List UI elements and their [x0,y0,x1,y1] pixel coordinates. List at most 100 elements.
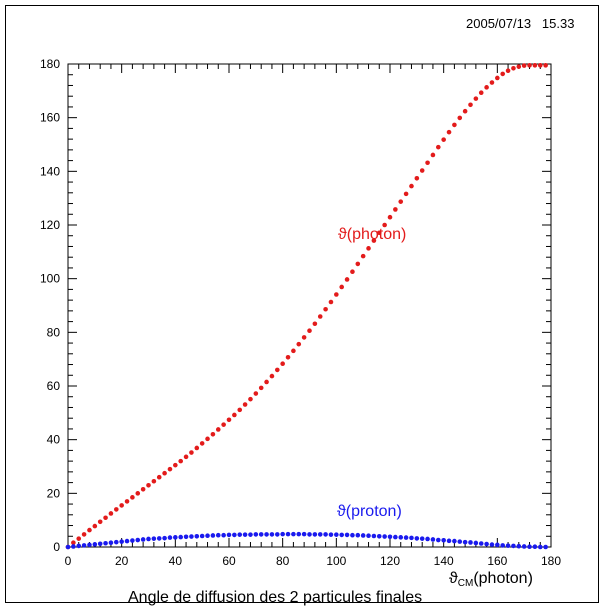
photon-point [156,474,162,480]
proton-point [210,533,216,538]
proton-point [87,542,92,548]
photon-point [199,441,205,446]
photon-point [387,214,393,220]
photon-point [398,199,404,204]
photon-point [162,470,167,476]
proton-point [500,543,506,548]
proton-point [521,544,527,549]
proton-point [114,539,119,545]
y-tick-label: 40 [47,433,61,447]
proton-point [258,532,264,537]
photon-point [511,65,516,71]
proton-point [414,536,420,541]
x-tick-label: 180 [541,554,561,568]
proton-point [199,533,205,539]
x-tick-label: 120 [380,554,400,568]
photon-point [71,540,76,546]
proton-point [296,531,302,537]
photon-point [409,183,414,189]
photon-point [393,207,398,212]
photon-point [280,361,285,367]
photon-point [226,417,232,423]
proton-point [328,532,334,537]
photon-point [473,96,479,101]
proton-point [151,536,157,541]
photon-point [521,63,527,68]
proton-series [65,531,548,550]
proton-point [355,532,361,538]
photon-point [167,466,173,472]
y-tick-label: 60 [47,379,61,393]
proton-point [189,534,194,539]
photon-point [76,536,82,541]
proton-point [344,532,350,538]
proton-point [505,543,511,548]
proton-point [124,538,130,544]
proton-point [232,532,237,538]
photon-point [419,168,425,173]
y-tick-label: 100 [40,272,60,286]
photon-point [323,306,328,312]
proton-point [382,534,387,539]
y-tick-label: 180 [40,57,60,71]
x-tick-label: 100 [326,554,346,568]
proton-point [478,541,484,546]
proton-point [452,538,457,544]
proton-point [301,531,307,537]
photon-point [462,108,468,114]
photon-point [205,436,210,442]
photon-point [87,527,92,533]
photon-point [178,458,183,464]
proton-point [108,540,114,546]
y-tick-label: 140 [40,164,60,178]
photon-series [65,63,548,550]
proton-point [371,533,377,539]
plot-frame [67,63,552,548]
proton-point [527,544,532,550]
proton-point [457,539,463,544]
photon-point [495,75,500,81]
proton-point [495,542,500,548]
photon-point [414,176,420,181]
canvas-frame [5,5,599,603]
proton-point [462,539,468,545]
photon-point [124,499,130,504]
proton-point [468,540,473,545]
annotations: ϑ(photon) ϑ(proton) ϑCM(photon) Angle de… [128,226,533,606]
x-tick-label: 160 [487,554,507,568]
photon-point [344,277,350,282]
photon-point [489,80,495,85]
proton-point [103,540,108,546]
photon-series-label: ϑ(photon) [338,226,406,243]
proton-point [409,535,414,541]
x-axis-symbol: ϑ [449,570,458,587]
proton-point [473,540,479,546]
proton-point [376,533,382,539]
photon-point [194,445,200,451]
photon-point [452,122,457,128]
timestamp: 2005/07/13 15.33 [466,16,575,31]
photon-point [339,284,345,290]
photon-point [140,487,146,492]
proton-point [532,544,538,550]
photon-point [151,478,157,484]
x-axis-title: ϑCM(photon) [449,570,533,589]
proton-point [253,532,259,537]
photon-point [301,335,307,340]
proton-point [430,537,436,542]
photon-point [360,253,366,259]
photon-point [253,391,259,396]
proton-point [119,539,124,544]
proton-point [419,536,425,541]
y-tick-label: 0 [53,540,60,554]
proton-point [242,532,248,537]
photon-point [532,63,538,68]
y-tick-label: 120 [40,218,60,232]
photon-point [382,222,387,228]
proton-point [81,543,87,548]
photon-point [173,462,178,468]
proton-point [334,532,339,537]
photon-point [403,191,409,197]
proton-point [221,532,226,538]
photon-point [350,269,355,274]
